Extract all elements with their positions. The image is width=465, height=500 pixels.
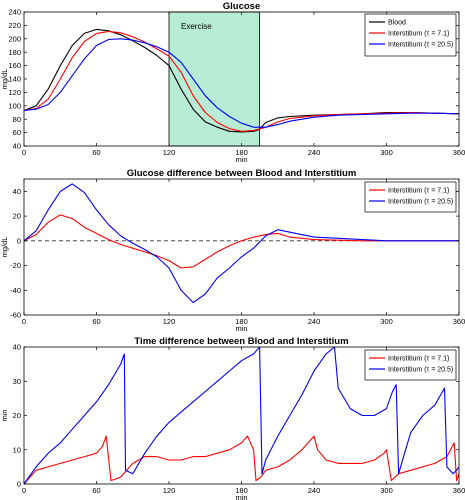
y-tick-label: -40 [10,286,21,295]
time-difference-panel: 0 60 120 180 240 300 360 0 10 20 30 40 Time differen… [0,336,465,500]
x-tick-label: 180 [235,317,248,326]
chart-title: Time difference between Blood and Inters… [134,336,348,347]
x-tick-label: 0 [22,486,26,495]
y-tick-label: 100 [8,101,21,110]
y-tick-label: 40 [13,187,21,196]
x-tick-label: 60 [92,486,100,495]
series-line-1 [23,183,459,304]
x-tick-label: 360 [453,486,465,495]
legend-label-0: Blood [388,20,406,27]
y-tick-label: 120 [8,88,21,97]
y-tick-label: 140 [8,75,21,84]
y-tick-label: 60 [13,128,21,137]
x-tick-label: 120 [163,148,176,157]
x-tick-label: 300 [380,148,393,157]
series-line-2 [23,38,460,128]
series-line-1 [23,30,460,132]
y-tick-label: 30 [13,377,21,386]
y-tick-label: 80 [13,115,21,124]
series-line-0 [23,435,460,485]
legend-label-0: Interstitium (τ = 7.1) [388,188,449,195]
y-tick-label: -20 [10,261,21,270]
x-tick-label: 360 [453,148,465,157]
glucose-difference-panel: 0 60 120 180 240 300 360 -60 -40 -20 0 20 40 Glucose … [0,168,465,333]
y-tick-label: 0 [17,236,21,245]
legend-label-1: Interstitium (τ = 20.5) [388,367,453,374]
chart-title: Glucose difference between Blood and Int… [127,168,357,179]
x-tick-label: 180 [235,486,248,495]
glucose-panel: Exercise 0 60 120 180 240 300 360 40 60 80 100 120 14… [0,1,465,164]
y-tick-label: 200 [8,34,21,43]
series-line-0 [23,214,459,269]
x-tick-label: 300 [380,486,393,495]
y-axis-label: min [0,409,9,421]
x-tick-label: 240 [308,148,321,157]
x-tick-label: 360 [453,317,465,326]
y-tick-label: 10 [13,445,21,454]
legend-label-0: Interstitium (τ = 7.1) [388,356,449,363]
y-tick-label: 160 [8,61,21,70]
y-axis-label: mg/dL [0,237,9,258]
x-tick-label: 0 [22,148,26,157]
y-tick-label: 0 [17,480,21,489]
x-tick-label: 240 [308,317,321,326]
legend-label-1: Interstitium (τ = 7.1) [388,31,449,38]
legend-box [364,349,457,381]
y-tick-label: 240 [8,8,21,17]
x-axis-label: min [235,155,247,164]
series-line-1 [23,346,460,485]
x-tick-label: 180 [235,148,248,157]
y-tick-label: 220 [8,21,21,30]
chart-title: Glucose [223,1,261,12]
legend-box [364,13,457,57]
legend-label-2: Interstitium (τ = 20.5) [388,42,453,49]
exercise-label: Exercise [181,22,212,31]
x-axis-label: min [235,324,247,333]
x-tick-label: 60 [92,317,100,326]
x-tick-label: 0 [22,317,26,326]
x-tick-label: 60 [92,148,100,157]
x-tick-label: 120 [163,317,176,326]
legend-box [364,181,457,213]
y-tick-label: 40 [13,142,21,151]
y-axis-label: mg/dL [0,69,9,90]
y-tick-label: 20 [13,411,21,420]
y-tick-label: 180 [8,48,21,57]
y-tick-label: 40 [13,343,21,352]
y-tick-label: 20 [13,212,21,221]
x-tick-label: 300 [380,317,393,326]
x-tick-label: 240 [308,486,321,495]
x-tick-label: 120 [163,486,176,495]
x-axis-label: min [235,493,247,500]
legend-label-1: Interstitium (τ = 20.5) [388,199,453,206]
y-tick-label: -60 [10,311,21,320]
